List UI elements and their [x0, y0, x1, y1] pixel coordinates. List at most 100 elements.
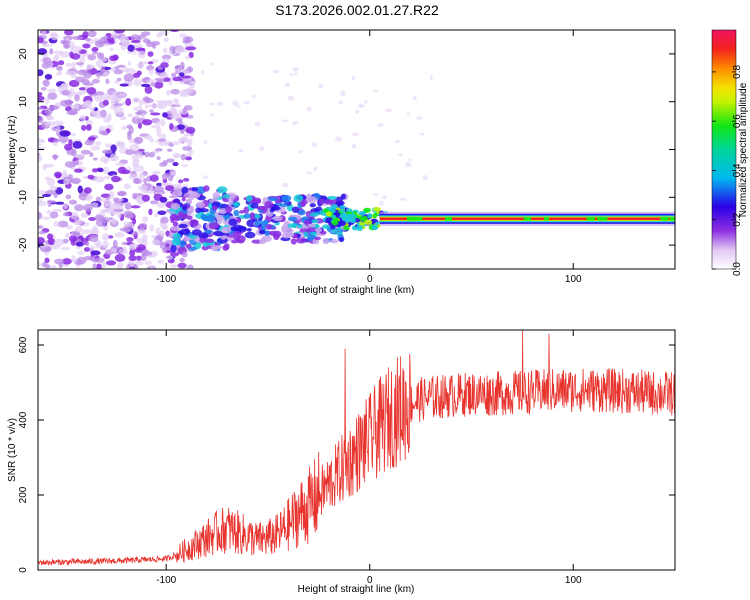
heatmap-noise-cell — [121, 125, 127, 131]
heatmap-band-cell — [330, 239, 339, 244]
heatmap-noise-cell — [306, 171, 312, 175]
heatmap-noise-cell — [42, 44, 53, 48]
heatmap-noise-cell — [65, 70, 77, 76]
heatmap-noise-cell — [128, 255, 137, 262]
tone-gap — [599, 217, 608, 221]
heatmap-noise-cell — [138, 99, 143, 108]
heatmap-noise-cell — [163, 77, 171, 82]
heatmap-noise-cell — [88, 234, 99, 243]
heatmap-band-cell — [259, 238, 267, 245]
heatmap-noise-cell — [45, 121, 56, 127]
heatmap-noise-cell — [136, 152, 144, 159]
heatmap-band-cell — [281, 194, 292, 202]
heatmap-noise-cell — [166, 158, 175, 163]
heatmap-noise-cell — [129, 266, 135, 269]
heatmap-noise-cell — [355, 109, 360, 114]
heatmap-noise-cell — [94, 91, 105, 96]
heatmap-noise-cell — [144, 151, 150, 158]
heatmap-noise-cell — [282, 182, 289, 188]
heatmap-noise-cell — [137, 50, 146, 59]
heatmap-noise-cell — [172, 76, 182, 82]
heatmap-noise-cell — [130, 205, 141, 209]
heatmap-noise-cell — [160, 72, 169, 79]
heatmap-noise-cell — [44, 257, 50, 264]
heatmap-noise-cell — [119, 115, 127, 121]
colorbar-label: Normalized spectral amplitude — [738, 82, 749, 217]
heatmap-noise-cell — [416, 116, 423, 120]
heatmap-noise-cell — [38, 69, 44, 77]
heatmap-band-cell — [170, 226, 181, 231]
tone-gap — [586, 217, 595, 221]
heatmap-noise-cell — [38, 91, 43, 97]
heatmap-band-cell — [223, 243, 230, 251]
tone-gap — [672, 217, 675, 221]
heatmap-noise-cell — [334, 136, 342, 142]
heatmap-noise-cell — [85, 197, 91, 202]
heatmap-noise-cell — [113, 197, 120, 203]
heatmap-noise-cell — [58, 134, 69, 143]
heatmap-noise-cell — [63, 176, 72, 180]
heatmap-noise-cell — [311, 142, 317, 148]
heatmap-noise-cell — [83, 203, 93, 212]
heatmap-noise-cell — [47, 92, 58, 100]
heatmap-noise-cell — [157, 210, 167, 216]
heatmap-band-cell — [228, 198, 234, 206]
heatmap-noise-cell — [158, 141, 168, 147]
heatmap-band-cell — [296, 236, 306, 244]
heatmap-band-cell — [178, 223, 188, 229]
heatmap-noise-cell — [161, 173, 169, 181]
heatmap-noise-cell — [78, 87, 87, 91]
heatmap-noise-cell — [50, 265, 57, 269]
heatmap-noise-cell — [109, 47, 114, 52]
heatmap-noise-cell — [128, 173, 139, 180]
snr-frame — [37, 329, 676, 571]
heatmap-band-cell — [375, 221, 380, 226]
heatmap-noise-cell — [183, 133, 192, 137]
heatmap-noise-cell — [313, 166, 318, 172]
heatmap-noise-cell — [284, 82, 291, 88]
heatmap-noise-cell — [44, 108, 53, 115]
heatmap-noise-cell — [232, 100, 239, 107]
heatmap-noise-cell — [160, 216, 169, 224]
heatmap-noise-cell — [151, 59, 159, 63]
heatmap-noise-cell — [208, 102, 215, 106]
heatmap-noise-cell — [84, 140, 94, 146]
heatmap-band-cell — [246, 219, 257, 228]
heatmap-noise-cell — [180, 136, 188, 142]
heatmap-noise-cell — [105, 78, 110, 85]
heatmap-band-cell — [342, 225, 350, 231]
heatmap-noise-cell — [169, 30, 180, 33]
heatmap-noise-cell — [110, 144, 117, 153]
heatmap-noise-cell — [154, 148, 163, 152]
heatmap-noise-cell — [81, 229, 93, 234]
heatmap-noise-cell — [149, 200, 159, 205]
heatmap-band-cell — [199, 237, 206, 243]
heatmap-band-cell — [211, 245, 223, 250]
heatmap-noise-cell — [236, 105, 241, 108]
heatmap-noise-cell — [42, 79, 50, 87]
tone-gap — [414, 217, 423, 221]
heatmap-noise-cell — [38, 138, 44, 143]
heatmap-noise-cell — [165, 185, 175, 192]
heatmap-noise-cell — [114, 66, 120, 70]
heatmap-x-tick-label: 0 — [367, 274, 373, 285]
heatmap-noise-cell — [132, 192, 137, 200]
heatmap-noise-cell — [61, 258, 72, 265]
heatmap-band-cell — [199, 208, 209, 213]
heatmap-noise-cell — [107, 112, 112, 121]
tone-gap — [597, 217, 603, 221]
heatmap-noise-cell — [252, 94, 256, 99]
heatmap-noise-cell — [408, 158, 412, 162]
heatmap-noise-cell — [148, 266, 154, 269]
heatmap-noise-cell — [57, 85, 63, 93]
heatmap-band-cell — [246, 227, 252, 232]
heatmap-noise-cell — [94, 94, 103, 102]
heatmap-noise-cell — [64, 233, 70, 239]
heatmap-noise-cell — [93, 157, 98, 161]
heatmap-noise-cell — [54, 258, 65, 265]
heatmap-noise-cell — [175, 46, 186, 54]
tone-gap — [406, 217, 416, 221]
heatmap-band-cell — [231, 239, 239, 244]
heatmap-band-cell — [186, 215, 193, 220]
